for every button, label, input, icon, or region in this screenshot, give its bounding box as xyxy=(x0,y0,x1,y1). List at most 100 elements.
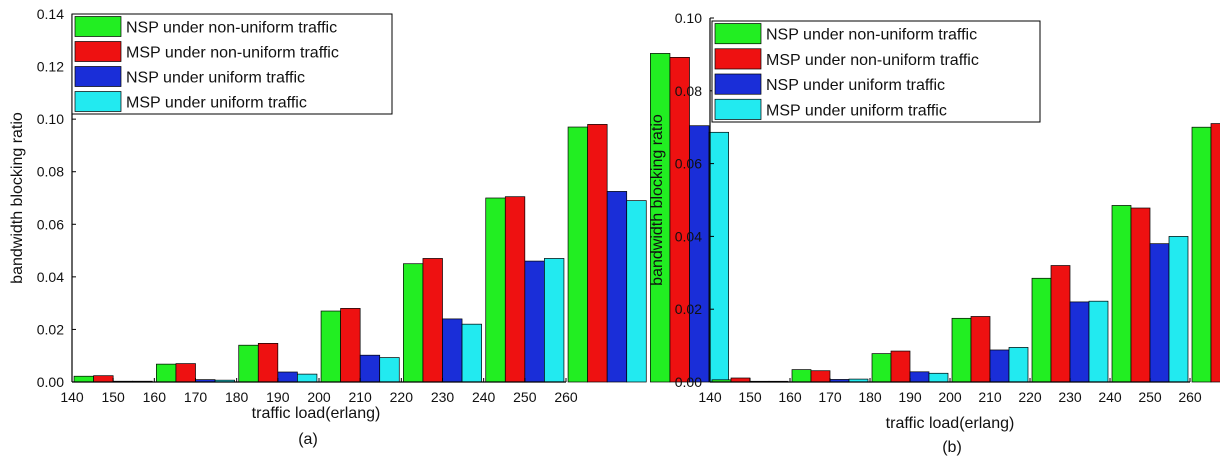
legend-label: NSP under non-uniform traffic xyxy=(126,20,337,37)
bar-a-s2-g3 xyxy=(257,343,279,383)
bar-b-s2-g2 xyxy=(810,370,831,383)
x-tick-label: 160 xyxy=(143,389,167,405)
y-tick-label: 0.14 xyxy=(37,6,64,22)
y-tick-label: 0.08 xyxy=(675,83,702,99)
bar-b-s1-g7 xyxy=(1191,126,1212,383)
x-tick-label: 150 xyxy=(738,389,762,405)
bar-b-s4-g4 xyxy=(1008,347,1029,383)
legend-swatch xyxy=(714,48,762,70)
bar-a-s1-g5 xyxy=(403,263,424,383)
x-tick-label: 200 xyxy=(307,389,331,405)
x-tick-label: 190 xyxy=(898,389,922,405)
x-tick-label: 140 xyxy=(60,389,84,405)
x-tick-label: 200 xyxy=(938,389,962,405)
legend-swatch xyxy=(74,16,122,37)
x-tick-label: 260 xyxy=(554,389,578,405)
bar-b-s2-g3 xyxy=(890,350,911,383)
x-tick-label: 260 xyxy=(1178,389,1202,405)
bar-b-s1-g3 xyxy=(871,353,892,383)
bar-a-s1-g2 xyxy=(156,363,177,383)
bar-a-s2-g7 xyxy=(587,124,608,383)
chart-panel-a: 140 150 160 170 180 190 200 210 220 230 240 250 260 0… xyxy=(9,6,729,448)
legend-swatch xyxy=(714,23,762,45)
bar-b-s3-g4 xyxy=(989,349,1010,383)
bar-a-s2-g6 xyxy=(504,196,526,383)
x-tick-label: 180 xyxy=(858,389,882,405)
y-tick-label: 0.06 xyxy=(675,156,702,172)
x-tick-label: 230 xyxy=(1058,389,1082,405)
bar-a-s4-g3 xyxy=(297,373,318,383)
bar-a-s2-g2 xyxy=(175,363,196,383)
bar-b-s1-g6 xyxy=(1111,205,1132,383)
bar-b-s4-g5 xyxy=(1088,300,1109,383)
bar-b-s2-g7 xyxy=(1210,123,1220,383)
bar-a-s2-g8 xyxy=(669,57,690,383)
bar-a-s3-g5 xyxy=(442,318,463,383)
x-axis-label: traffic load(erlang) xyxy=(252,405,381,422)
bar-a-s3-g4 xyxy=(359,354,381,383)
y-tick-label: 0.00 xyxy=(675,374,702,390)
bar-b-s3-g5 xyxy=(1069,301,1090,383)
bar-b-s3-g6 xyxy=(1149,243,1170,383)
legend-box xyxy=(711,20,1041,123)
bar-a-s1-g7 xyxy=(567,126,588,383)
legend-swatch xyxy=(74,66,122,87)
bar-b-s4-g3 xyxy=(928,372,949,383)
legend-box xyxy=(71,13,393,115)
legend-label: MSP under uniform traffic xyxy=(766,102,947,119)
legend-swatch xyxy=(74,91,122,112)
legend-label: NSP under non-uniform traffic xyxy=(766,27,977,44)
x-tick-label: 240 xyxy=(472,389,496,405)
x-tick-label: 160 xyxy=(778,389,802,405)
bar-a-s4-g4 xyxy=(379,357,400,383)
bar-a-s2-g4 xyxy=(340,308,361,383)
bar-a-s1-g4 xyxy=(320,310,341,383)
panel-caption: (b) xyxy=(942,439,962,456)
bar-b-s1-g4 xyxy=(951,317,972,383)
legend-swatch xyxy=(714,98,762,120)
x-tick-label: 230 xyxy=(431,389,455,405)
legend: NSP under non-uniform traffic MSP under n… xyxy=(711,20,1041,123)
x-tick-label: 210 xyxy=(348,389,372,405)
bar-b-s2-g5 xyxy=(1050,265,1071,383)
bar-a-s4-g5 xyxy=(461,323,482,383)
y-tick-label: 0.08 xyxy=(37,164,64,180)
panel-caption: (a) xyxy=(298,431,318,448)
y-tick-label: 0.02 xyxy=(37,321,64,337)
y-tick-label: 0.00 xyxy=(37,374,64,390)
legend-label: NSP under uniform traffic xyxy=(766,77,945,94)
bar-a-s4-g6 xyxy=(544,258,565,383)
x-tick-label: 220 xyxy=(1018,389,1042,405)
legend-swatch xyxy=(714,73,762,95)
y-tick-label: 0.10 xyxy=(675,10,702,26)
x-tick-label: 240 xyxy=(1098,389,1122,405)
x-tick-label: 210 xyxy=(978,389,1002,405)
bar-a-s2-g1 xyxy=(93,375,114,383)
bar-b-s3-g3 xyxy=(909,371,930,383)
bar-b-s1-g2 xyxy=(791,369,812,383)
legend-label: MSP under non-uniform traffic xyxy=(126,45,339,62)
x-tick-label: 180 xyxy=(225,389,249,405)
bar-a-s2-g5 xyxy=(422,258,443,383)
legend-label: MSP under uniform traffic xyxy=(126,95,307,112)
x-tick-label: 250 xyxy=(513,389,537,405)
y-tick-label: 0.02 xyxy=(675,301,702,317)
bar-a-s1-g6 xyxy=(485,197,506,383)
x-tick-label: 170 xyxy=(818,389,842,405)
bar-b-s1-g5 xyxy=(1031,277,1052,383)
chart-panel-b: 140 150 160 170 180 190 200 210 220 230 240 250 260 0… xyxy=(649,10,1220,456)
x-tick-label: 220 xyxy=(390,389,414,405)
y-tick-label: 0.06 xyxy=(37,216,64,232)
x-tick-label: 170 xyxy=(184,389,208,405)
y-tick-label: 0.04 xyxy=(37,269,64,285)
bar-a-s4-g8 xyxy=(708,131,729,383)
legend-swatch xyxy=(74,41,122,62)
bar-b-s4-g6 xyxy=(1168,236,1189,383)
legend-label: MSP under non-uniform traffic xyxy=(766,52,979,69)
legend-label: NSP under uniform traffic xyxy=(126,70,305,87)
x-tick-label: 250 xyxy=(1138,389,1162,405)
bar-a-s1-g1 xyxy=(73,375,94,383)
bar-a-s1-g3 xyxy=(238,344,259,383)
bar-b-s2-g6 xyxy=(1130,207,1151,383)
